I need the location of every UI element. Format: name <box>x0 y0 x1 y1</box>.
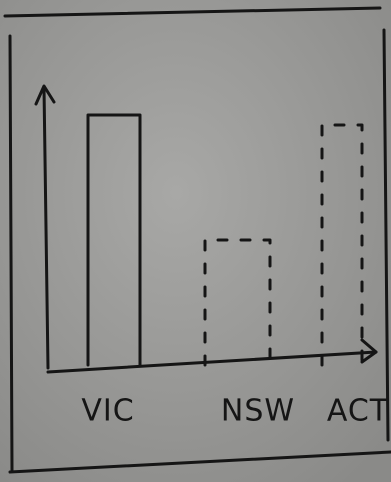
frame-right <box>382 28 390 442</box>
frame-top <box>3 6 382 18</box>
x-tick-label: ACT <box>327 394 389 429</box>
frame-bottom <box>8 450 391 474</box>
bar <box>86 113 142 367</box>
y-axis <box>42 86 50 370</box>
x-tick-label: NSW <box>221 394 295 429</box>
sketch-frame <box>3 6 391 474</box>
frame-left <box>8 34 14 472</box>
x-axis-arrow <box>360 338 378 364</box>
bar <box>203 238 272 367</box>
y-axis-arrow <box>34 84 56 106</box>
bar <box>320 123 364 367</box>
x-tick-label: VIC <box>81 394 134 429</box>
